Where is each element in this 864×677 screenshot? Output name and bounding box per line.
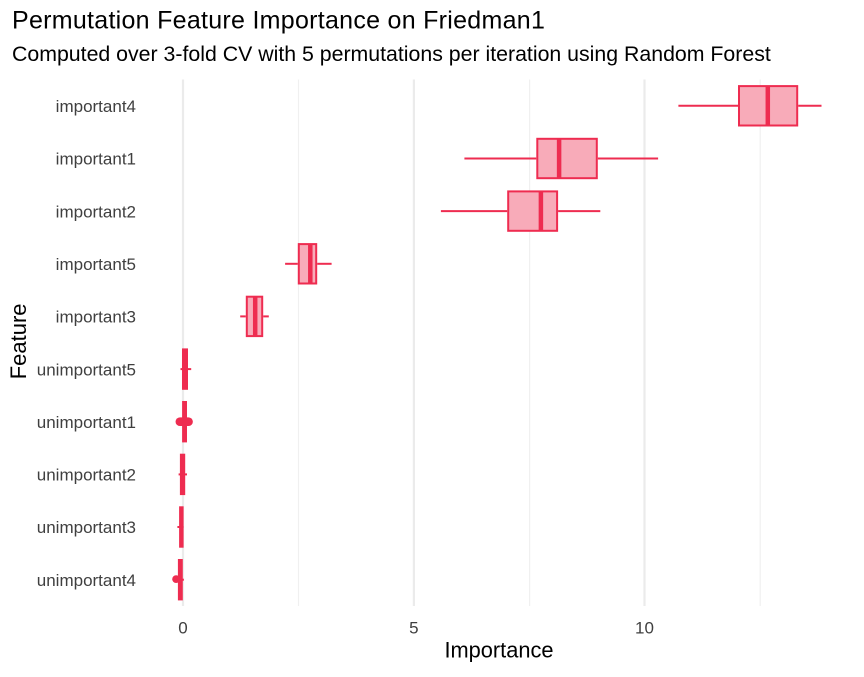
svg-text:important4: important4 [56, 97, 136, 116]
svg-text:important2: important2 [56, 202, 136, 221]
svg-text:important3: important3 [56, 308, 136, 327]
svg-text:unimportant2: unimportant2 [37, 466, 136, 485]
svg-text:unimportant5: unimportant5 [37, 360, 136, 379]
svg-text:unimportant1: unimportant1 [37, 413, 136, 432]
svg-text:Computed over 3-fold CV with 5: Computed over 3-fold CV with 5 permutati… [12, 42, 771, 66]
svg-text:Importance: Importance [444, 637, 553, 662]
svg-text:5: 5 [409, 618, 418, 637]
svg-text:10: 10 [635, 618, 654, 637]
svg-text:Permutation Feature Importance: Permutation Feature Importance on Friedm… [12, 7, 545, 35]
svg-text:0: 0 [178, 618, 187, 637]
svg-text:unimportant4: unimportant4 [37, 571, 136, 590]
svg-text:unimportant3: unimportant3 [37, 518, 136, 537]
svg-text:important1: important1 [56, 150, 136, 169]
svg-text:important5: important5 [56, 255, 136, 274]
svg-text:Feature: Feature [6, 303, 31, 379]
